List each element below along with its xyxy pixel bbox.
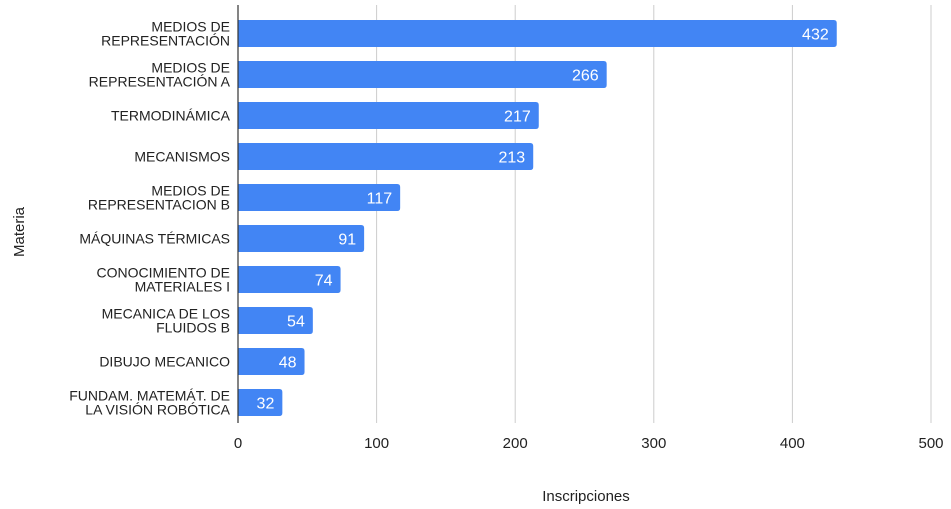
category-label-line: MECANISMOS: [134, 149, 230, 165]
y-axis-title: Materia: [11, 206, 28, 257]
category-label: MÁQUINAS TÉRMICAS: [79, 231, 230, 247]
x-tick-label: 400: [780, 435, 805, 452]
category-label-line: MÁQUINAS TÉRMICAS: [79, 231, 230, 247]
category-label-line: LA VISIÓN ROBÓTICA: [85, 402, 230, 418]
bar-value-label: 48: [279, 355, 297, 372]
category-label: TERMODINÁMICA: [111, 108, 231, 124]
x-tick-label: 100: [364, 435, 389, 452]
category-label: MEDIOS DE REPRESENTACIÓN: [101, 19, 230, 49]
x-axis-title: Inscripciones: [542, 488, 630, 505]
bar-8: [238, 307, 313, 334]
category-label-line: FLUIDOS B: [156, 320, 230, 336]
category-label-line: MATERIALES I: [135, 279, 230, 295]
bar-4: [238, 143, 534, 170]
category-label: MECANICA DE LOS FLUIDOS B: [102, 306, 230, 336]
x-tick-label: 500: [918, 435, 943, 452]
category-label-line: TERMODINÁMICA: [111, 108, 231, 124]
x-tick-label: 300: [641, 435, 666, 452]
category-label: MECANISMOS: [134, 149, 230, 165]
bar-value-label: 32: [257, 396, 275, 413]
bar-1: [238, 20, 837, 47]
category-label-line: MEDIOS DE: [151, 183, 230, 199]
category-label: DIBUJO MECANICO: [99, 354, 230, 370]
category-label-line: REPRESENTACIÓN: [101, 33, 230, 49]
bar-9: [238, 348, 305, 375]
bar-value-label: 74: [315, 273, 333, 290]
category-label: MEDIOS DE REPRESENTACION B: [88, 183, 230, 213]
category-label-line: FUNDAM. MATEMÁT. DE: [69, 388, 230, 404]
bar-5: [238, 184, 401, 211]
bar-3: [238, 102, 539, 129]
bar-value-label: 432: [802, 27, 829, 44]
category-label: FUNDAM. MATEMÁT. DE LA VISIÓN ROBÓTICA: [69, 388, 230, 418]
category-label-line: DIBUJO MECANICO: [99, 354, 230, 370]
bar-10: [238, 389, 283, 416]
category-label-line: MECANICA DE LOS: [102, 306, 230, 322]
category-label-line: MEDIOS DE: [151, 19, 230, 35]
category-label: CONOCIMIENTO DE MATERIALES I: [96, 265, 230, 295]
bar-value-label: 117: [367, 191, 393, 208]
category-label-line: MEDIOS DE: [151, 60, 230, 76]
bar-7: [238, 266, 341, 293]
bar-value-label: 217: [504, 109, 531, 126]
category-label-line: REPRESENTACIÓN A: [89, 74, 231, 90]
bar-value-label: 213: [499, 150, 526, 167]
bar-value-label: 54: [287, 314, 305, 331]
bar-value-label: 91: [338, 232, 356, 249]
bar-2: [238, 61, 607, 88]
bar-6: [238, 225, 365, 252]
x-tick-label: 200: [503, 435, 528, 452]
bars: [238, 20, 837, 416]
bar-value-label: 266: [572, 68, 599, 85]
x-tick-label: 0: [234, 435, 242, 452]
category-label-line: CONOCIMIENTO DE: [96, 265, 230, 281]
category-label: MEDIOS DE REPRESENTACIÓN A: [89, 60, 231, 90]
category-label-line: REPRESENTACION B: [88, 197, 230, 213]
